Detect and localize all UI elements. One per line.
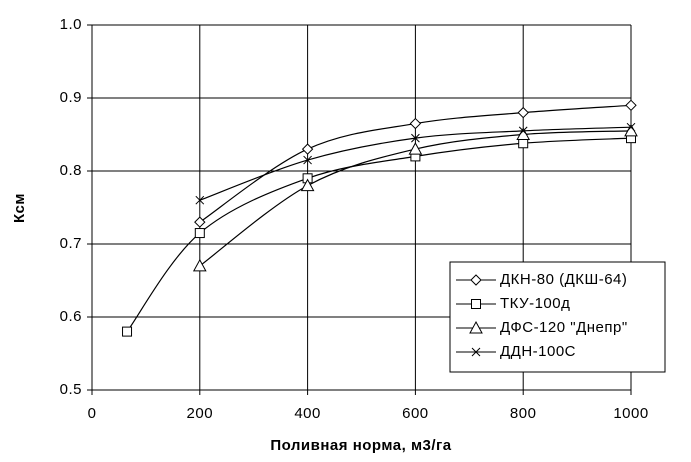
x-tick-label: 400 <box>294 405 321 422</box>
legend-marker <box>470 274 482 286</box>
marker <box>192 258 207 272</box>
marker <box>409 117 422 130</box>
marker <box>411 133 420 143</box>
legend-marker <box>471 347 481 357</box>
marker <box>626 122 636 132</box>
y-tick-label: 0.8 <box>60 162 82 179</box>
legend-marker <box>471 299 481 309</box>
marker <box>408 142 423 155</box>
marker <box>195 195 205 205</box>
marker <box>303 155 312 165</box>
marker <box>518 138 529 149</box>
y-axis-title: Ксм <box>11 193 28 223</box>
legend-label: ТКУ-100д <box>500 295 570 312</box>
x-tick-label: 1000 <box>613 405 648 422</box>
y-tick-label: 1.0 <box>60 16 82 33</box>
x-tick-label: 0 <box>88 405 97 422</box>
y-tick-label: 0.9 <box>60 89 82 106</box>
y-tick-label: 0.5 <box>60 381 82 398</box>
y-tick-label: 0.6 <box>60 308 82 325</box>
x-tick-label: 600 <box>402 405 429 422</box>
y-tick-label: 0.7 <box>60 235 82 252</box>
x-tick-label: 200 <box>187 405 214 422</box>
legend-marker <box>469 320 483 334</box>
legend-label: ДДН-100С <box>500 343 576 360</box>
marker <box>194 228 205 239</box>
marker <box>517 106 529 119</box>
marker <box>301 143 314 155</box>
marker <box>625 99 637 112</box>
legend: ДКН-80 (ДКШ-64) ТКУ-100д ДФС-120 "Днепр" ДД… <box>449 261 666 373</box>
marker <box>518 126 528 136</box>
legend-label: ДКН-80 (ДКШ-64) <box>500 271 627 288</box>
marker <box>300 178 315 192</box>
marker <box>122 326 133 337</box>
x-tick-label: 800 <box>510 405 537 422</box>
x-axis-title: Поливная норма, м3/га <box>270 437 451 454</box>
marker <box>194 216 206 228</box>
legend-label: ДФС-120 "Днепр" <box>500 319 628 336</box>
